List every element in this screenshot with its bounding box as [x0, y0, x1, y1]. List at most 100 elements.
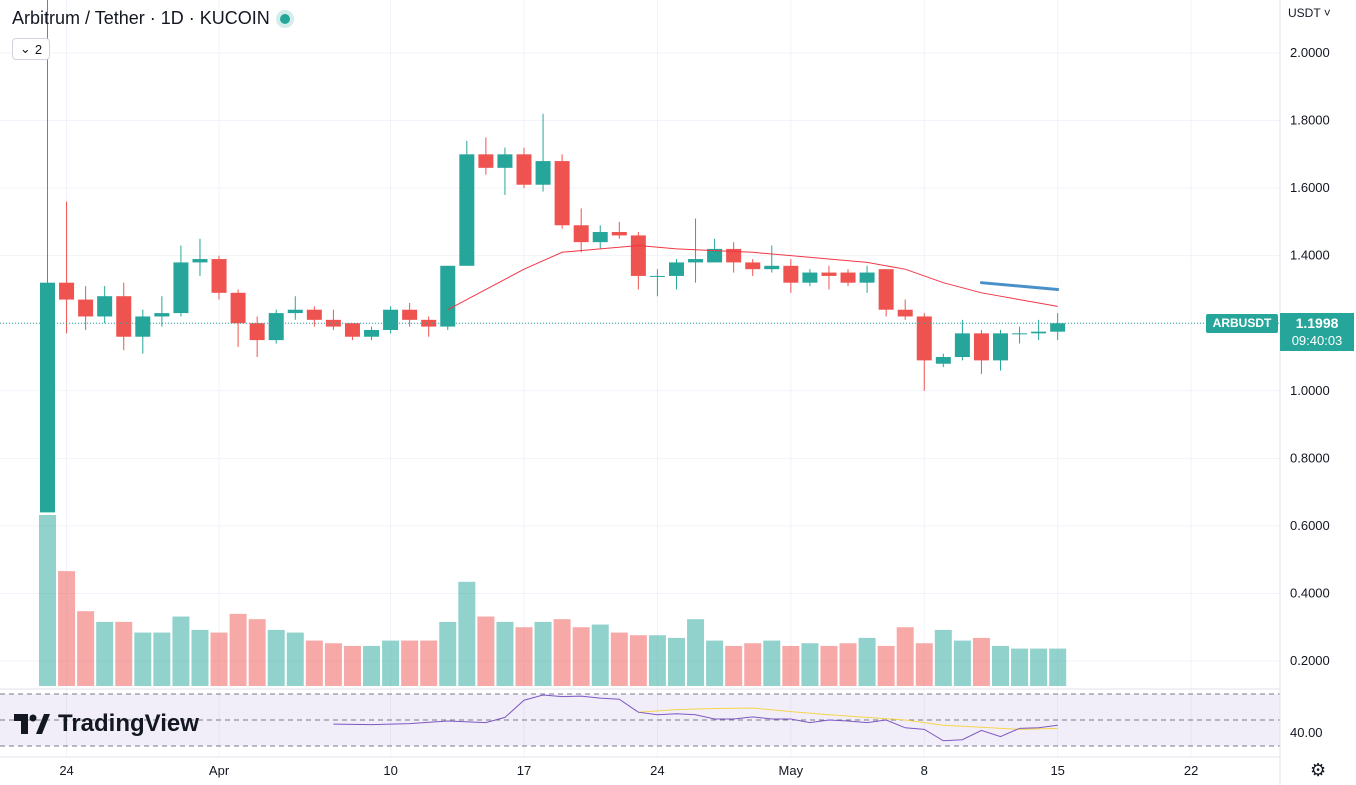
candle-body: [1012, 333, 1028, 335]
volume-bar: [248, 619, 266, 686]
time-tick-label: 24: [650, 763, 664, 778]
candle: [116, 282, 132, 351]
volume-bar: [877, 645, 895, 686]
candle: [611, 221, 627, 239]
candle: [878, 269, 894, 317]
volume-bar: [706, 640, 724, 686]
volume-bar: [934, 629, 952, 686]
price-tick-label: 2.0000: [1290, 45, 1330, 60]
logo-text: TradingView: [58, 710, 199, 737]
price-tick-label: 1.0000: [1290, 383, 1330, 398]
candle: [993, 329, 1008, 371]
candle-body: [630, 235, 646, 276]
candle-body: [116, 296, 132, 337]
rsi-tick-label: 40.00: [1290, 725, 1323, 740]
candle: [97, 286, 113, 324]
volume-bar: [191, 629, 209, 686]
settings-gear-icon[interactable]: ⚙: [1310, 760, 1327, 780]
candle-body: [1031, 331, 1047, 334]
chevron-down-icon: ˅: [1323, 6, 1331, 20]
candle-body: [878, 269, 894, 310]
rsi-line: [333, 694, 1058, 742]
volume-bar: [972, 637, 990, 686]
volume-bar: [401, 640, 419, 686]
volume-bar: [439, 621, 457, 686]
candle: [859, 265, 875, 293]
candle: [478, 137, 494, 175]
price-tick-label: 1.4000: [1290, 248, 1330, 263]
indicators-count: 2: [34, 41, 43, 57]
price-badge: 1.1998 09:40:03: [1280, 313, 1354, 351]
moving-average-line: [447, 245, 1058, 311]
candle-body: [78, 299, 94, 317]
candle-body: [916, 316, 932, 361]
candle: [783, 259, 799, 293]
candle: [344, 323, 360, 341]
candle: [230, 289, 246, 347]
volume-bar: [858, 637, 876, 686]
volume-bar: [229, 613, 247, 686]
volume-bar: [477, 616, 495, 686]
rsi-ma-line: [638, 707, 1058, 730]
volume-bar: [363, 645, 381, 686]
volume-bar: [667, 637, 685, 686]
volume-bar: [992, 645, 1009, 686]
candle: [135, 309, 151, 354]
candle: [59, 201, 75, 334]
candle: [383, 306, 399, 334]
volume-bar: [1049, 648, 1067, 686]
candle: [973, 329, 989, 374]
candle: [402, 302, 418, 327]
symbol-title[interactable]: Arbitrum / Tether · 1D · KUCOIN: [12, 8, 290, 29]
candle-body: [154, 313, 170, 317]
volume-bar: [572, 627, 590, 686]
candle-body: [573, 225, 589, 243]
volume-bar: [153, 632, 171, 686]
candle: [897, 299, 913, 320]
volume-bar: [496, 621, 514, 686]
candle: [688, 218, 704, 283]
candle: [935, 353, 951, 368]
candle-body: [211, 259, 227, 293]
candle-body: [649, 275, 665, 277]
candle: [268, 309, 284, 344]
candle-body: [478, 154, 494, 168]
volume-bar: [115, 621, 133, 686]
volume-bar: [210, 632, 228, 686]
candle-body: [516, 154, 532, 185]
candle-body: [306, 309, 322, 320]
candle-body: [554, 161, 570, 226]
volume-bar: [172, 616, 190, 686]
volume-bar: [648, 635, 666, 686]
price-tick-label: 0.6000: [1290, 518, 1330, 533]
candle: [573, 208, 589, 253]
candle-body: [973, 333, 989, 361]
candle: [497, 147, 513, 195]
candle: [764, 245, 780, 273]
candle-body: [1050, 323, 1066, 332]
tradingview-logo[interactable]: TradingView: [14, 710, 199, 738]
price-tick-label: 0.2000: [1290, 653, 1330, 668]
candle-body: [592, 232, 608, 243]
candle: [726, 242, 742, 273]
volume-bar: [515, 627, 533, 686]
overlays: [0, 245, 1280, 324]
candle-body: [535, 161, 551, 185]
candle: [287, 296, 303, 320]
volume-bar: [39, 515, 56, 686]
volume-bar: [744, 643, 762, 686]
volume-bar: [77, 611, 95, 686]
candle: [364, 326, 380, 341]
volume-bar: [324, 643, 342, 686]
candle-body: [440, 265, 456, 327]
candle: [1012, 326, 1028, 344]
candle-body: [764, 265, 780, 270]
candle: [249, 316, 265, 357]
time-tick-label: 8: [921, 763, 928, 778]
candle-body: [611, 232, 627, 236]
volume-bar: [305, 640, 323, 686]
currency-button[interactable]: USDT ˅: [1288, 6, 1331, 20]
candle-body: [135, 316, 151, 337]
indicators-toggle-button[interactable]: ⌄ 2: [12, 38, 50, 60]
